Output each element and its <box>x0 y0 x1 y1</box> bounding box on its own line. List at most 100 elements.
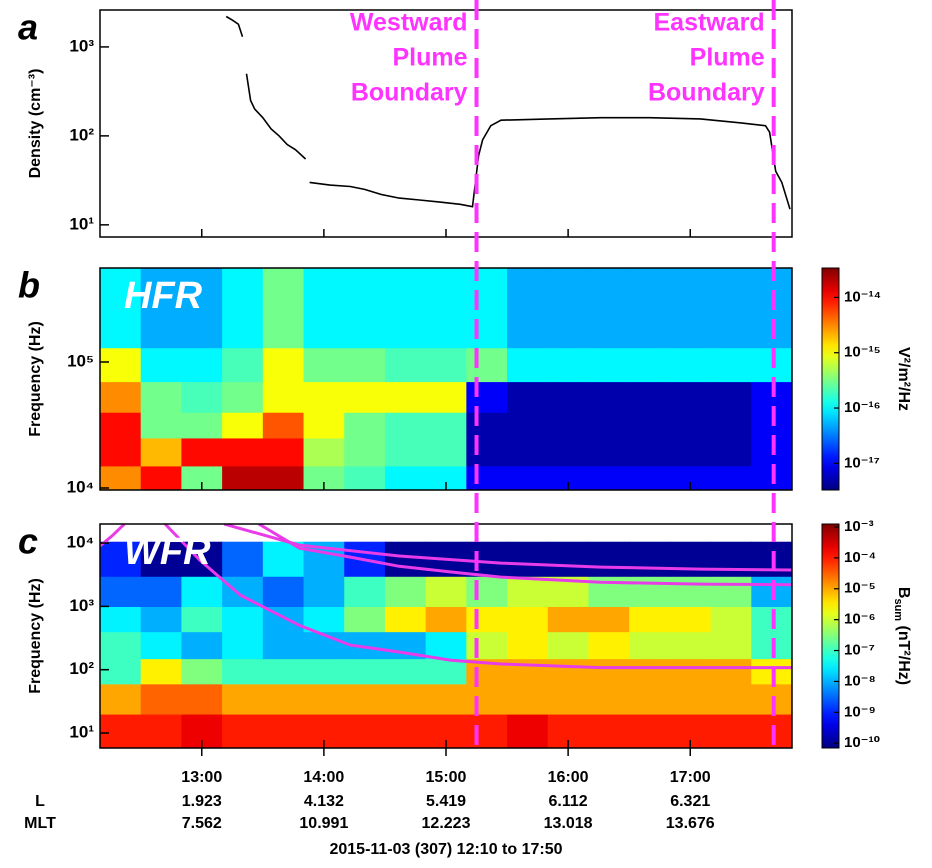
spectrogram-cell <box>710 541 752 577</box>
y-tick-label: 10⁴ <box>67 533 94 552</box>
spectrogram-cell <box>140 412 183 439</box>
spectrogram <box>100 268 792 490</box>
spectrogram-cell <box>669 381 712 413</box>
instrument-label: HFR <box>124 275 203 317</box>
x-tick-label: 16:00 <box>548 769 589 786</box>
spectrogram-cell <box>303 683 345 715</box>
colorbar-label: V²/m²/Hz <box>895 347 912 411</box>
x-tick-label: 17:00 <box>670 769 711 786</box>
spectrogram-cell <box>425 683 467 715</box>
spectrogram-cell <box>222 268 264 349</box>
spectrogram-cell <box>181 683 223 715</box>
spectrogram-cell <box>140 713 183 748</box>
spectrogram-cell <box>140 381 183 413</box>
boundary-label: Westward <box>350 9 468 37</box>
colorbar-label-part: sum <box>892 598 904 621</box>
spectrogram-cell <box>181 606 223 633</box>
spectrogram-cell <box>466 465 508 490</box>
panel-label: a <box>18 7 38 48</box>
spectrogram-cell <box>262 713 305 748</box>
spectrogram-cell <box>100 412 142 439</box>
ephemeris-value: 4.132 <box>304 793 344 810</box>
spectrogram-cell <box>303 576 345 607</box>
spectrogram-cell <box>466 713 508 748</box>
spectrogram-cell <box>751 631 792 660</box>
spectrogram-cell <box>629 465 671 490</box>
y-tick-label: 10¹ <box>69 723 94 742</box>
spectrogram-cell <box>710 683 752 715</box>
spectrogram-cell <box>588 713 630 748</box>
spectrogram-cell <box>669 268 712 349</box>
spectrogram-cell <box>303 437 345 467</box>
spectrogram-cell <box>547 381 590 413</box>
ephemeris-label: L <box>35 793 45 810</box>
ephemeris-value: 7.562 <box>182 815 222 832</box>
spectrogram-cell <box>466 412 508 439</box>
y-axis-label: Frequency (Hz) <box>27 578 44 694</box>
spectrogram-cell <box>629 683 671 715</box>
spectrogram-cell <box>425 658 467 685</box>
ephemeris-value: 13.018 <box>544 815 593 832</box>
colorbar-tick-label: 10⁻¹⁰ <box>844 734 880 751</box>
frequency-curve <box>258 524 792 587</box>
ephemeris-value: 5.419 <box>426 793 466 810</box>
spectrogram-cell <box>384 606 427 633</box>
spectrogram-cell <box>547 658 590 685</box>
y-tick-label: 10³ <box>69 36 94 55</box>
spectrogram-cell <box>140 683 183 715</box>
spectrogram-cell <box>588 412 630 439</box>
spectrogram-cell <box>547 347 590 383</box>
spectrogram-cell <box>100 576 142 607</box>
spectrogram-cell <box>140 465 183 490</box>
spectrogram-cell <box>344 268 386 349</box>
spectrogram-cell <box>425 606 467 633</box>
spectrogram-cell <box>507 412 549 439</box>
colorbar <box>821 267 840 491</box>
spectrogram-cell <box>222 683 264 715</box>
spectrogram-cell <box>588 268 630 349</box>
colorbar-tick-label: 10⁻¹⁷ <box>844 454 880 471</box>
colorbar-label: Bsum (nT²/Hz) <box>892 587 912 685</box>
spectrogram-cell <box>344 465 386 490</box>
spectrogram-cell <box>384 347 427 383</box>
spectrogram-cell <box>629 606 671 633</box>
spectrogram-cell <box>751 381 792 413</box>
spectrogram-cell <box>303 412 345 439</box>
spectrogram-cell <box>100 541 142 577</box>
spectrogram-cell <box>425 268 467 349</box>
spectrogram-cell <box>629 631 671 660</box>
spectrogram-cell <box>222 606 264 633</box>
y-tick-label: 10⁵ <box>67 351 94 370</box>
spectrogram-cell <box>222 437 264 467</box>
boundary-label: Boundary <box>351 79 468 107</box>
spectrogram-cell <box>262 437 305 467</box>
boundary-label: Plume <box>690 44 765 72</box>
spectrogram-cell <box>669 347 712 383</box>
spectrogram-cell <box>344 713 386 748</box>
spectrogram-cell <box>507 541 549 577</box>
spectrogram-cell <box>710 412 752 439</box>
spectrogram-cell <box>181 347 223 383</box>
spectrogram-cell <box>466 268 508 349</box>
spectrogram-cell <box>344 412 386 439</box>
spectrogram-cell <box>425 347 467 383</box>
spectrogram-cell <box>100 683 142 715</box>
boundary-label: Boundary <box>648 79 765 107</box>
spectrogram-cell <box>303 658 345 685</box>
spectrogram-cell <box>466 381 508 413</box>
spectrogram-cell <box>547 437 590 467</box>
spectrogram-cell <box>140 606 183 633</box>
spectrogram-cell <box>466 347 508 383</box>
x-tick-label: 15:00 <box>426 769 467 786</box>
spectrogram-cell <box>100 268 142 349</box>
boundary-label: Eastward <box>654 9 765 37</box>
spectrogram-cell <box>751 347 792 383</box>
spectrogram-cell <box>547 606 590 633</box>
colorbar-tick-label: 10⁻⁸ <box>844 672 876 689</box>
spectrogram-cell <box>344 658 386 685</box>
colorbar-label-part: B <box>895 587 912 599</box>
ephemeris-value: 1.923 <box>182 793 222 810</box>
spectrogram-cell <box>629 576 671 607</box>
spectrogram-cell <box>181 437 223 467</box>
